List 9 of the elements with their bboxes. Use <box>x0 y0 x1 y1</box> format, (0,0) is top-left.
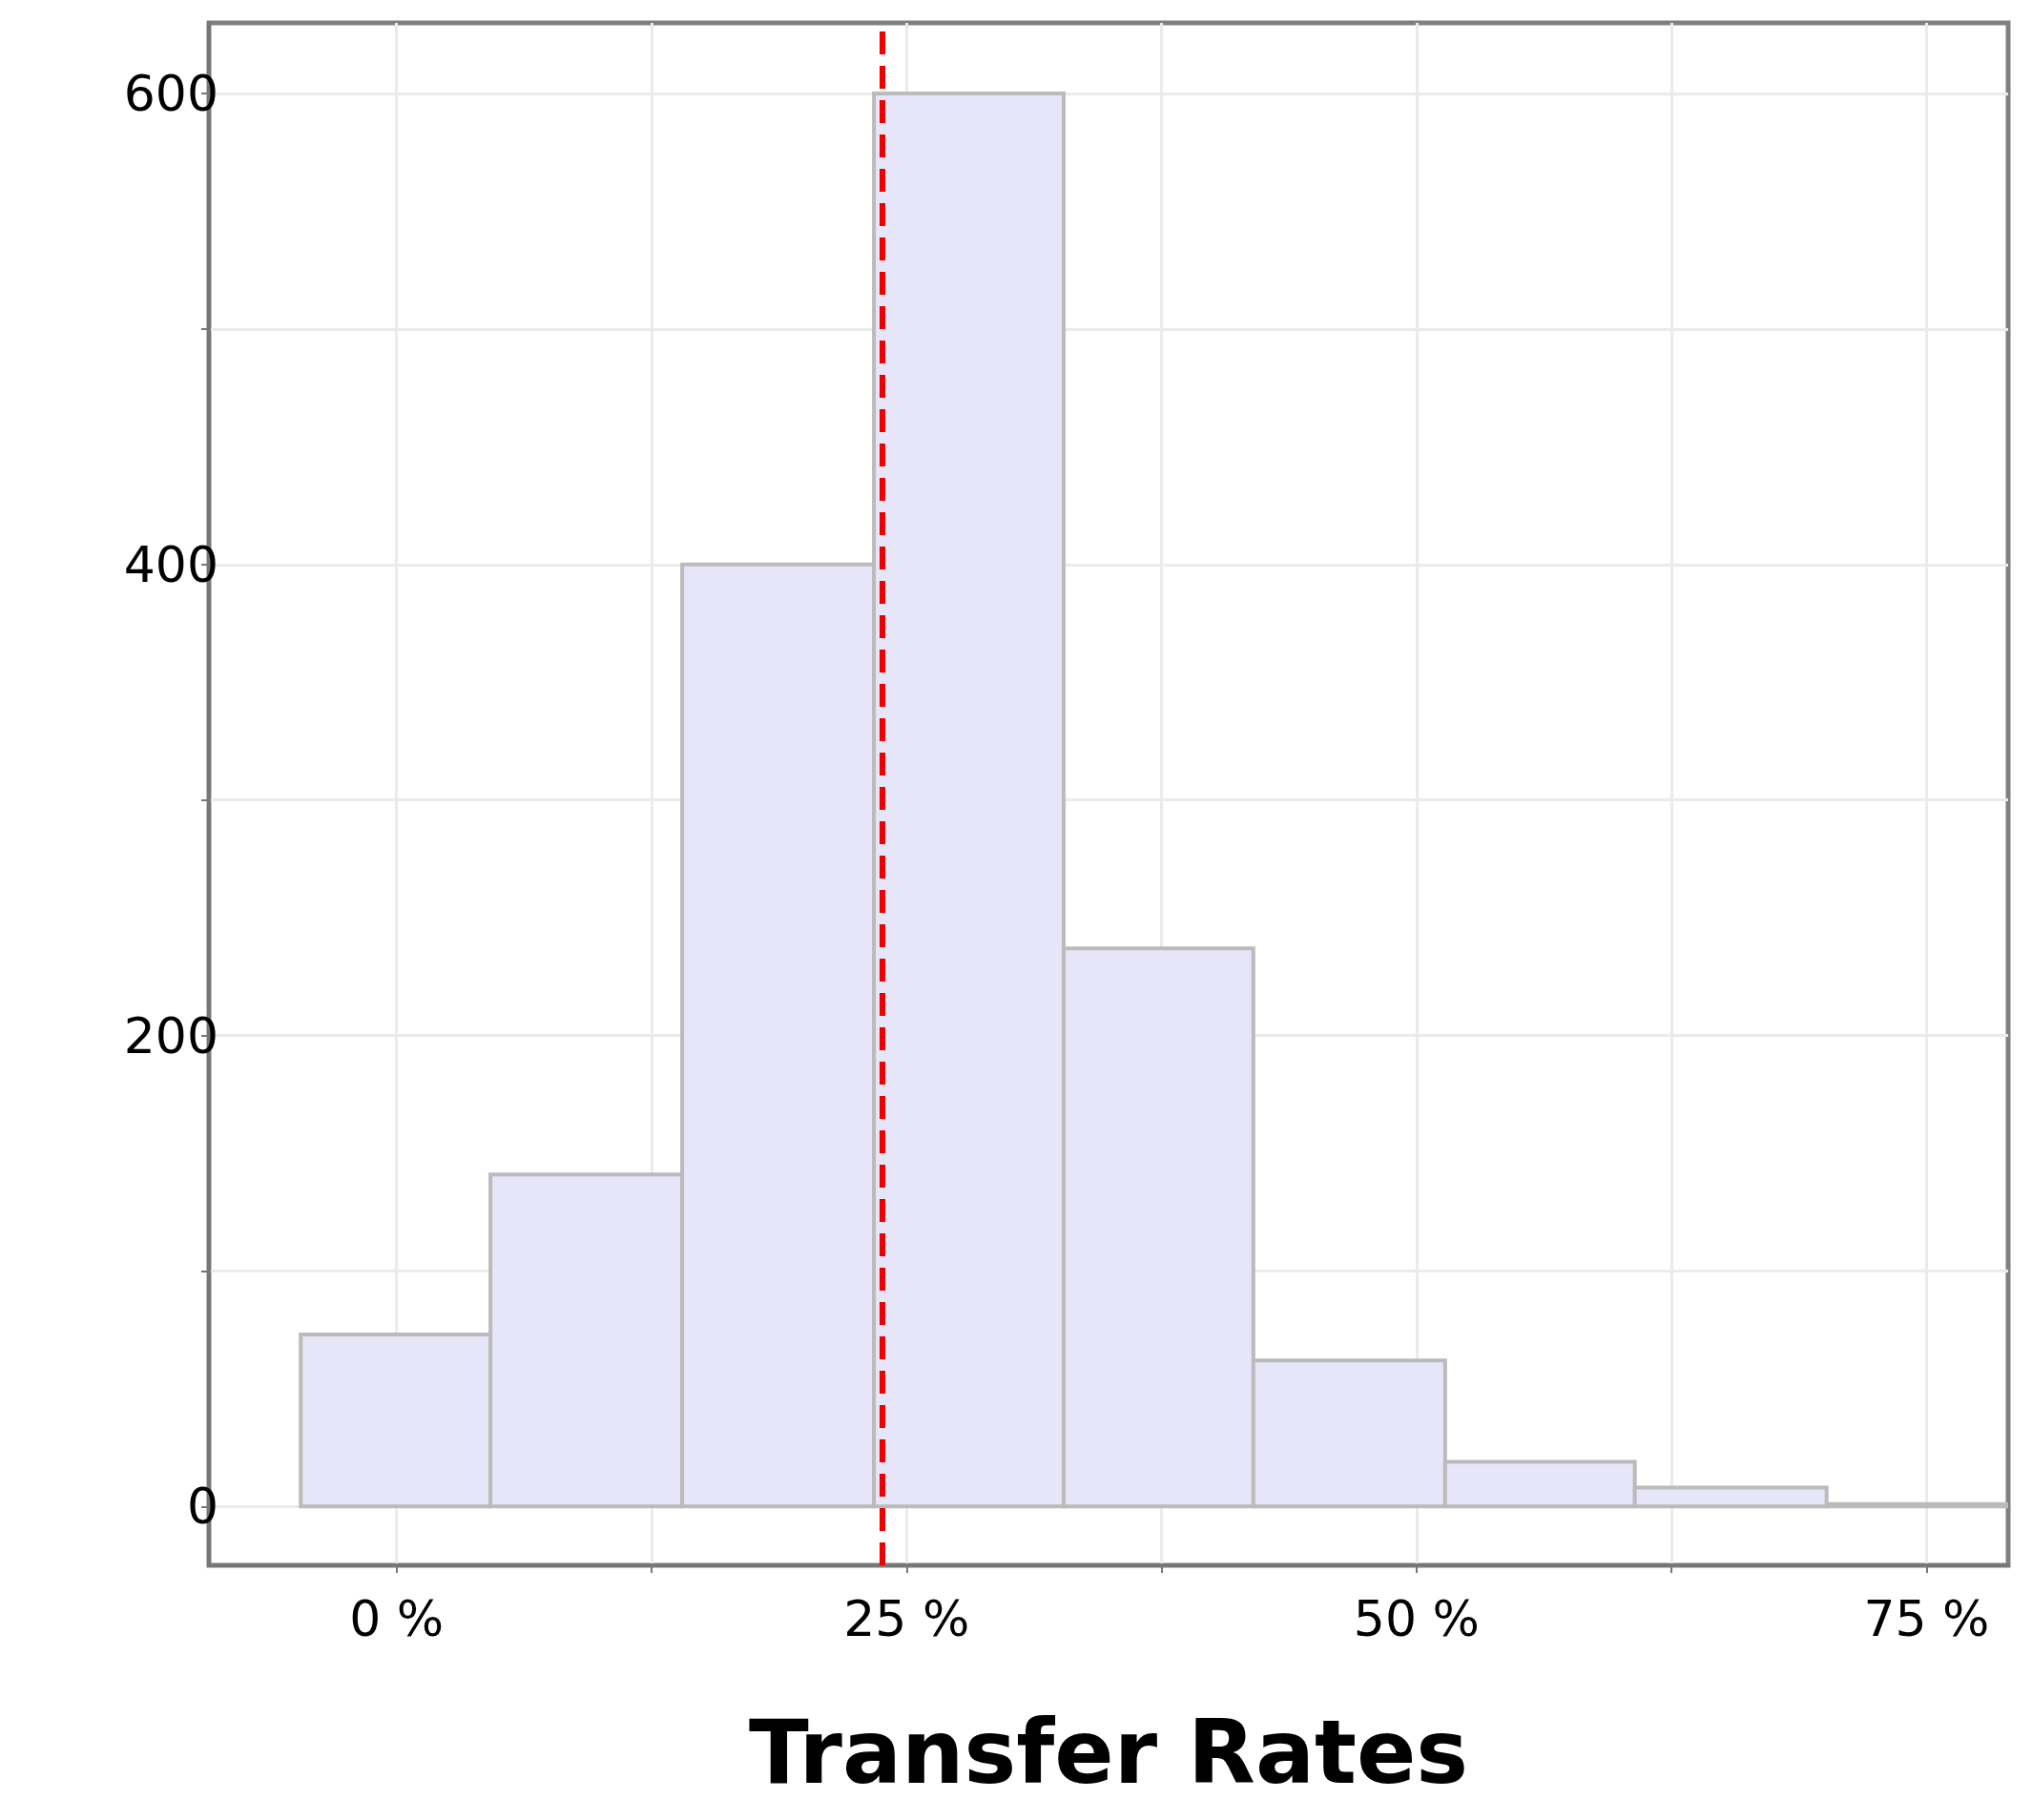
y-tick-label: 400 <box>123 535 218 593</box>
x-tick-label: 75 % <box>1863 1590 1990 1647</box>
x-tick-label: 0 % <box>349 1590 445 1647</box>
x-axis-title: Transfer Rates <box>748 1701 1469 1804</box>
y-tick-label: 600 <box>123 65 218 123</box>
y-tick-label: 200 <box>123 1006 218 1065</box>
x-tick-label: 50 % <box>1353 1590 1480 1647</box>
x-tick-label: 25 % <box>843 1590 970 1647</box>
y-tick-label: 0 <box>186 1478 218 1536</box>
